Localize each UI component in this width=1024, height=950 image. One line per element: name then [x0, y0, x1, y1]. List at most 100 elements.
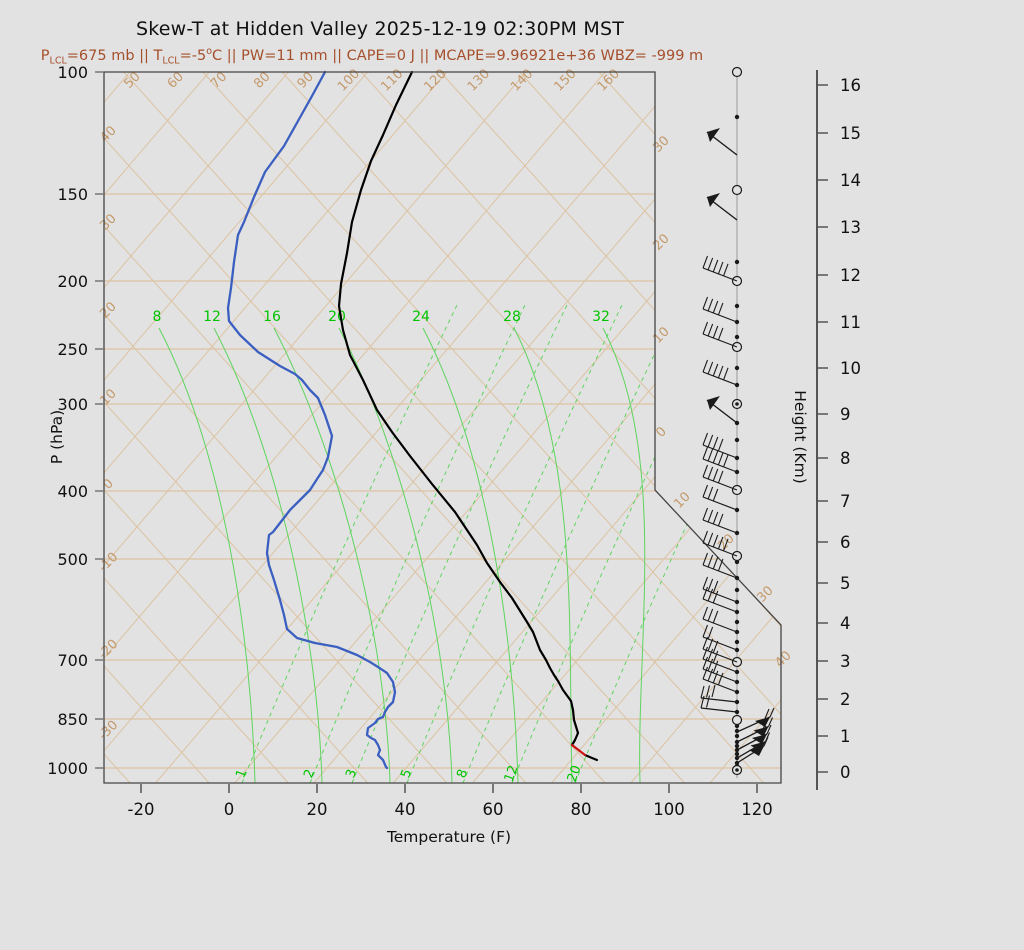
mixing-ratio-lines	[241, 304, 781, 783]
svg-text:90: 90	[295, 69, 317, 91]
svg-text:8: 8	[454, 767, 471, 780]
isotherm-lines	[104, 72, 781, 783]
svg-text:6: 6	[840, 533, 851, 552]
svg-text:500: 500	[57, 550, 88, 569]
svg-text:8: 8	[840, 449, 851, 468]
svg-text:200: 200	[57, 272, 88, 291]
subtitle-segment: =-5	[179, 47, 207, 64]
pressure-gridlines	[104, 193, 781, 769]
subtitle-segment: =675 mb || T	[66, 47, 163, 64]
svg-text:400: 400	[57, 482, 88, 501]
svg-text:120: 120	[741, 800, 773, 819]
svg-text:70: 70	[208, 69, 230, 91]
svg-text:100: 100	[57, 63, 88, 82]
svg-text:10: 10	[671, 489, 693, 511]
subtitle-segment: P	[40, 47, 50, 64]
svg-text:9: 9	[840, 405, 851, 424]
svg-text:28: 28	[503, 309, 521, 325]
svg-text:5: 5	[840, 574, 851, 593]
svg-text:140: 140	[508, 66, 536, 94]
svg-text:80: 80	[251, 69, 273, 91]
svg-text:40: 40	[97, 123, 119, 145]
svg-text:-10: -10	[96, 550, 122, 576]
svg-text:8: 8	[153, 309, 162, 325]
svg-text:13: 13	[840, 218, 861, 237]
svg-text:7: 7	[840, 492, 851, 511]
svg-text:10: 10	[840, 359, 861, 378]
svg-text:10: 10	[650, 324, 672, 346]
svg-text:12: 12	[502, 763, 522, 784]
svg-text:700: 700	[57, 651, 88, 670]
svg-text:11: 11	[840, 313, 861, 332]
subtitle-segment: o	[206, 46, 213, 57]
svg-text:32: 32	[592, 309, 610, 325]
subtitle-segment: LCL	[162, 55, 180, 67]
dewpoint-curve	[226, 70, 397, 770]
svg-text:850: 850	[57, 710, 88, 729]
chart-subtitle: PLCL=675 mb || TLCL=-5oC || PW=11 mm || …	[0, 46, 744, 67]
svg-text:150: 150	[57, 185, 88, 204]
temperature-axis: -20 0 20 40 60 80 100 120	[128, 784, 773, 819]
svg-text:0: 0	[653, 424, 669, 440]
wind-barbs	[700, 66, 775, 778]
svg-text:100: 100	[335, 66, 363, 94]
subtitle-segment: LCL	[49, 55, 67, 67]
svg-text:1: 1	[840, 727, 851, 746]
svg-text:16: 16	[840, 76, 861, 95]
temperature-axis-title: Temperature (F)	[386, 828, 512, 846]
pressure-axis: 100 150 200 250 300 400 500 700 850 1000	[47, 63, 104, 778]
svg-text:12: 12	[840, 266, 861, 285]
svg-text:250: 250	[57, 340, 88, 359]
svg-text:160: 160	[595, 66, 623, 94]
svg-text:100: 100	[653, 800, 685, 819]
svg-text:60: 60	[165, 69, 187, 91]
svg-text:4: 4	[840, 614, 851, 633]
svg-text:16: 16	[263, 309, 281, 325]
svg-text:120: 120	[422, 66, 450, 94]
mixing-ratio-labels: 1 2 3 5 8 12 20	[233, 763, 584, 784]
svg-text:2: 2	[840, 690, 851, 709]
svg-text:130: 130	[465, 66, 493, 94]
chart-title: Skew-T at Hidden Valley 2025-12-19 02:30…	[135, 18, 625, 40]
svg-text:-20: -20	[128, 800, 155, 819]
svg-text:20: 20	[307, 800, 328, 819]
svg-text:15: 15	[840, 124, 861, 143]
svg-text:14: 14	[840, 171, 861, 190]
subtitle-segment: C || PW=11 mm || CAPE=0 J || MCAPE=9.969…	[212, 47, 704, 64]
svg-text:10: 10	[97, 386, 119, 408]
svg-text:2: 2	[301, 767, 318, 780]
svg-text:-30: -30	[96, 718, 122, 744]
svg-text:3: 3	[343, 767, 360, 780]
svg-text:5: 5	[398, 767, 415, 780]
svg-text:30: 30	[754, 583, 776, 605]
svg-text:30: 30	[97, 211, 119, 233]
svg-text:40: 40	[395, 800, 416, 819]
plot-border	[103, 71, 782, 784]
svg-text:-20: -20	[96, 637, 122, 663]
svg-text:0: 0	[224, 800, 235, 819]
svg-text:1: 1	[233, 767, 250, 780]
svg-text:300: 300	[57, 395, 88, 414]
plot-area	[104, 72, 781, 783]
isotherm-labels: 50 60 70 80 90 100 110 120 130 140 150 160403020100…	[96, 66, 795, 743]
svg-text:40: 40	[772, 648, 794, 670]
red-segment	[570, 743, 587, 757]
svg-text:1000: 1000	[47, 759, 88, 778]
moist-adiabat-labels: 8 12 16 20 24 28 32	[153, 309, 610, 325]
svg-text:12: 12	[203, 309, 221, 325]
svg-text:60: 60	[483, 800, 504, 819]
svg-text:20: 20	[565, 763, 585, 784]
svg-text:80: 80	[571, 800, 592, 819]
svg-text:150: 150	[551, 66, 579, 94]
svg-text:20: 20	[650, 231, 672, 253]
temperature-curve	[337, 70, 599, 762]
svg-text:30: 30	[650, 133, 672, 155]
svg-text:3: 3	[840, 652, 851, 671]
moist-adiabat-lines	[158, 327, 646, 783]
svg-text:20: 20	[328, 309, 346, 325]
svg-text:0: 0	[840, 763, 851, 782]
svg-text:24: 24	[412, 309, 430, 325]
